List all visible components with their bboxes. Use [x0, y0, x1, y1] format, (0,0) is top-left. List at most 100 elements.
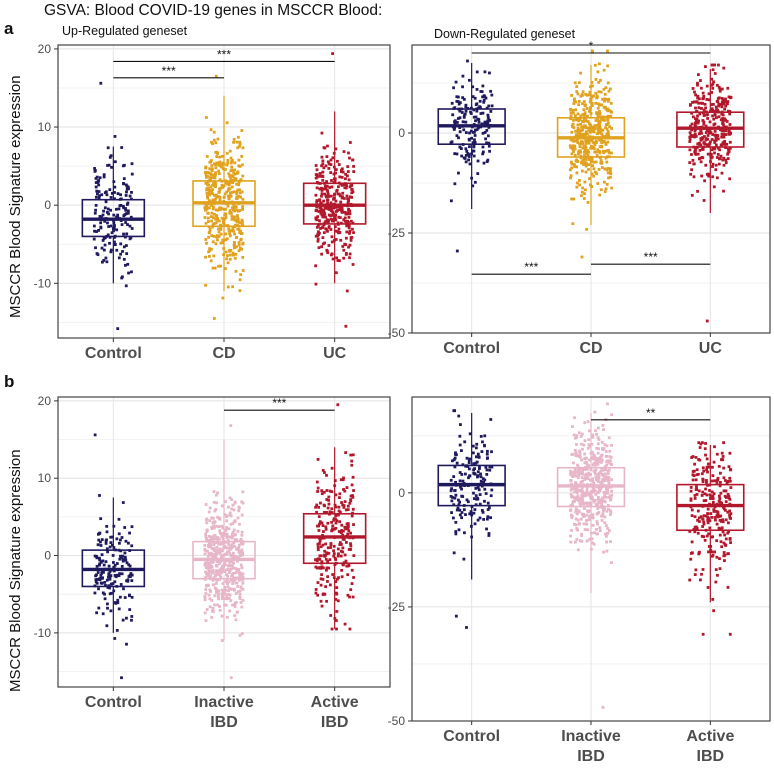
- data-point: [351, 221, 355, 225]
- data-point: [228, 209, 232, 212]
- data-point: [721, 99, 725, 103]
- data-point: [600, 453, 604, 457]
- data-point: [328, 583, 332, 587]
- data-point: [723, 139, 727, 143]
- data-point: [218, 160, 222, 164]
- data-point: [346, 593, 350, 597]
- data-point: [609, 510, 613, 514]
- data-point: [711, 133, 715, 136]
- data-point: [701, 136, 704, 140]
- data-point: [727, 530, 731, 533]
- panel-border: [411, 396, 771, 722]
- data-point: [346, 165, 350, 168]
- data-point: [109, 208, 113, 212]
- data-point: [205, 521, 209, 525]
- data-point: [331, 156, 335, 160]
- data-point: [207, 568, 211, 571]
- data-point: [221, 553, 225, 557]
- data-point: [583, 421, 587, 425]
- data-point: [234, 218, 238, 222]
- data-point: [113, 185, 117, 189]
- data-point: [208, 542, 211, 546]
- data-point: [699, 160, 703, 164]
- data-point: [711, 146, 715, 150]
- data-point: [465, 456, 469, 460]
- data-point: [109, 535, 113, 539]
- data-point: [585, 467, 589, 471]
- data-point: [320, 252, 324, 256]
- data-point: [729, 96, 732, 100]
- data-point: [729, 512, 733, 516]
- data-point: [461, 96, 465, 100]
- data-point: [129, 215, 133, 219]
- data-point: [216, 238, 219, 242]
- data-point: [231, 227, 235, 231]
- data-point: [473, 130, 476, 134]
- significance-label: ***: [272, 396, 286, 410]
- data-point: [336, 259, 340, 262]
- data-point: [330, 529, 334, 533]
- data-point: [450, 511, 453, 515]
- data-point: [228, 560, 232, 564]
- data-point: [722, 489, 726, 493]
- data-point: [205, 572, 208, 576]
- data-point: [570, 529, 573, 532]
- x-tick-label: Active: [686, 728, 734, 745]
- data-point: [728, 146, 732, 150]
- data-point: [92, 224, 96, 228]
- data-point: [225, 532, 229, 536]
- data-point: [589, 160, 593, 164]
- data-point: [728, 479, 732, 483]
- data-point: [215, 234, 219, 238]
- data-point: [319, 545, 323, 549]
- data-point: [97, 587, 100, 591]
- data-point: [590, 104, 594, 107]
- data-point: [350, 463, 354, 467]
- data-point: [599, 90, 603, 94]
- data-point: [583, 154, 586, 157]
- data-point: [589, 472, 592, 476]
- data-point: [351, 453, 355, 457]
- data-point: [490, 450, 493, 454]
- data-point: [215, 541, 219, 545]
- data-point: [602, 428, 605, 432]
- data-point: [597, 168, 601, 171]
- data-point: [595, 132, 599, 136]
- data-point: [485, 527, 488, 531]
- data-point: [321, 543, 325, 547]
- data-point: [726, 480, 730, 483]
- data-point: [217, 172, 221, 176]
- data-point: [726, 152, 730, 156]
- data-point: [326, 575, 330, 579]
- data-point: [596, 522, 599, 526]
- data-point: [580, 190, 584, 194]
- panel-letter-a: a: [4, 19, 14, 38]
- data-point: [690, 540, 694, 544]
- data-point: [486, 134, 490, 138]
- data-point: [349, 588, 353, 592]
- data-point: [710, 516, 714, 519]
- data-point: [574, 488, 578, 491]
- data-point: [582, 114, 586, 118]
- data-point: [327, 502, 331, 506]
- data-point: [569, 176, 572, 180]
- data-point: [572, 111, 575, 115]
- data-point: [581, 102, 584, 106]
- data-point: [601, 97, 604, 101]
- data-point: [344, 172, 348, 176]
- data-point: [221, 542, 225, 545]
- data-point: [211, 192, 215, 196]
- data-point: [582, 120, 585, 124]
- data-point: [702, 520, 706, 524]
- data-point: [575, 491, 579, 494]
- data-point: [320, 489, 324, 493]
- data-point: [692, 100, 696, 104]
- data-point: [208, 249, 212, 252]
- data-point: [238, 522, 241, 526]
- data-point: [336, 209, 339, 212]
- data-point: [689, 103, 692, 107]
- data-point: [203, 544, 207, 547]
- data-point: [350, 195, 354, 199]
- data-point: [324, 527, 328, 531]
- data-point: [319, 211, 323, 215]
